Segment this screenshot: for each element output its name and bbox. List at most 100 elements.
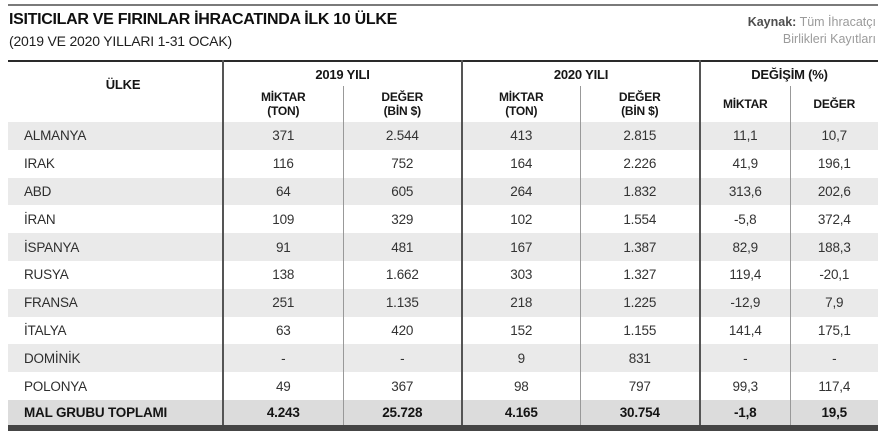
column-header-2019-miktar: MİKTAR (TON) — [222, 86, 343, 122]
source-label: Kaynak: — [747, 15, 797, 29]
cell-change-deger: 196,1 — [789, 149, 878, 178]
cell-change-miktar: -5,8 — [699, 205, 790, 234]
column-group-2020: 2020 YILI — [461, 61, 700, 86]
cell-change-deger: 19,5 — [789, 399, 878, 428]
table-row-total: MAL GRUBU TOPLAMI 4.243 25.728 4.165 30.… — [8, 399, 878, 428]
subheader-label: MİKTAR — [498, 90, 544, 104]
cell-change-miktar: -1,8 — [699, 399, 790, 428]
table-row-iran: İRAN 109 329 102 1.554 -5,8 372,4 — [8, 205, 878, 234]
cell-2020-deger: 1.387 — [579, 233, 700, 261]
group-header-row: ÜLKE 2019 YILI 2020 YILI DEĞİŞİM (%) — [8, 61, 878, 92]
column-header-2020-deger: DEĞER (BİN $) — [579, 86, 700, 122]
masthead: ISITICILAR VE FIRINLAR İHRACATINDA İLK 1… — [9, 11, 876, 49]
country-cell: ABD — [24, 183, 52, 199]
column-group-2019: 2019 YILI — [222, 61, 462, 86]
country-cell: İSPANYA — [24, 239, 80, 255]
cell-2019-deger: - — [342, 344, 462, 373]
table-row-dominik: DOMİNİK - - 9 831 - - — [8, 344, 878, 373]
cell-change-deger: 175,1 — [789, 316, 878, 345]
column-header-country: ÜLKE — [105, 77, 141, 92]
cell-2019-miktar: 116 — [222, 149, 343, 178]
cell-change-deger: 10,7 — [789, 122, 878, 150]
table-head: ÜLKE 2019 YILI 2020 YILI DEĞİŞİM (%) MİK… — [8, 61, 878, 122]
cell-change-deger: 7,9 — [789, 288, 878, 317]
cell-change-miktar: 41,9 — [699, 149, 790, 178]
table-row-abd: ABD 64 605 264 1.832 313,6 202,6 — [8, 177, 878, 206]
table-row-almanya: ALMANYA 371 2.544 413 2.815 11,1 10,7 — [8, 122, 878, 150]
sub-header-row: MİKTAR (TON) DEĞER (BİN $) MİKTAR (TON) … — [8, 86, 878, 122]
cell-2019-deger: 329 — [342, 205, 462, 234]
country-cell: RUSYA — [24, 267, 69, 283]
cell-2020-miktar: 218 — [461, 288, 580, 317]
cell-2019-miktar: 109 — [222, 205, 343, 234]
cell-2020-deger: 831 — [579, 344, 700, 373]
source-line-2: Birlikleri Kayıtları — [782, 32, 876, 46]
cell-2020-deger: 2.226 — [579, 149, 700, 178]
cell-2019-deger: 420 — [342, 316, 462, 345]
cell-change-miktar: -12,9 — [699, 288, 790, 317]
subheader-unit: (TON) — [267, 104, 300, 118]
page-subtitle: (2019 VE 2020 YILLARI 1-31 OCAK) — [9, 33, 232, 49]
cell-2019-deger: 481 — [342, 233, 462, 261]
cell-change-miktar: 119,4 — [699, 260, 790, 289]
cell-2019-deger: 2.544 — [342, 122, 462, 150]
column-header-2020-miktar: MİKTAR (TON) — [461, 86, 580, 122]
column-header-change-miktar: MİKTAR — [699, 86, 790, 122]
cell-2019-deger: 752 — [342, 149, 462, 178]
cell-2020-deger: 1.155 — [579, 316, 700, 345]
country-cell: POLONYA — [24, 378, 87, 394]
export-table: ÜLKE 2019 YILI 2020 YILI DEĞİŞİM (%) MİK… — [8, 60, 878, 431]
source-text-1: Tüm İhracatçı — [796, 15, 876, 29]
cell-2019-miktar: 4.243 — [222, 399, 343, 428]
country-cell: FRANSA — [24, 295, 78, 311]
table-body: ALMANYA 371 2.544 413 2.815 11,1 10,7 IR… — [8, 122, 878, 428]
cell-2019-miktar: 251 — [222, 288, 343, 317]
country-cell: ALMANYA — [24, 128, 87, 144]
cell-2019-deger: 367 — [342, 372, 462, 400]
cell-change-deger: 202,6 — [789, 177, 878, 206]
source-note: Kaynak: Tüm İhracatçı Birlikleri Kayıtla… — [748, 14, 876, 49]
column-group-change: DEĞİŞİM (%) — [699, 61, 878, 86]
cell-2020-miktar: 102 — [461, 205, 580, 234]
country-cell: IRAK — [24, 156, 55, 172]
cell-2020-miktar: 264 — [461, 177, 580, 206]
cell-2020-deger: 1.327 — [579, 260, 700, 289]
cell-2019-miktar: 91 — [222, 233, 343, 261]
cell-change-miktar: 99,3 — [699, 372, 790, 400]
table-row-polonya: POLONYA 49 367 98 797 99,3 117,4 — [8, 372, 878, 400]
cell-change-miktar: 11,1 — [699, 122, 790, 150]
cell-2020-miktar: 164 — [461, 149, 580, 178]
table-row-irak: IRAK 116 752 164 2.226 41,9 196,1 — [8, 149, 878, 178]
cell-change-miktar: - — [699, 344, 790, 373]
cell-2019-deger: 605 — [342, 177, 462, 206]
cell-change-miktar: 82,9 — [699, 233, 790, 261]
subheader-label: DEĞER — [381, 90, 424, 104]
subheader-unit: (BİN $) — [383, 104, 421, 118]
cell-change-deger: 188,3 — [789, 233, 878, 261]
cell-2020-miktar: 4.165 — [461, 399, 580, 428]
table-row-ispanya: İSPANYA 91 481 167 1.387 82,9 188,3 — [8, 233, 878, 261]
cell-2019-deger: 1.135 — [342, 288, 462, 317]
cell-2019-miktar: - — [222, 344, 343, 373]
source-line-1: Kaynak: Tüm İhracatçı — [748, 14, 876, 31]
column-header-change-deger: DEĞER — [789, 86, 878, 122]
cell-change-deger: 117,4 — [789, 372, 878, 400]
cell-2020-miktar: 98 — [461, 372, 580, 400]
cell-2019-deger: 1.662 — [342, 260, 462, 289]
subheader-label: MİKTAR — [260, 90, 306, 104]
page-title: ISITICILAR VE FIRINLAR İHRACATINDA İLK 1… — [9, 11, 397, 28]
country-cell: İTALYA — [24, 322, 67, 338]
cell-change-miktar: 141,4 — [699, 316, 790, 345]
cell-2020-miktar: 303 — [461, 260, 580, 289]
cell-2019-miktar: 371 — [222, 122, 343, 150]
subheader-label: DEĞER — [618, 90, 661, 104]
table-row-rusya: RUSYA 138 1.662 303 1.327 119,4 -20,1 — [8, 260, 878, 289]
cell-2020-miktar: 152 — [461, 316, 580, 345]
cell-2020-deger: 1.225 — [579, 288, 700, 317]
cell-2020-miktar: 9 — [461, 344, 580, 373]
cell-2020-miktar: 413 — [461, 122, 580, 150]
cell-2019-miktar: 49 — [222, 372, 343, 400]
country-cell: DOMİNİK — [24, 350, 81, 366]
title-block: ISITICILAR VE FIRINLAR İHRACATINDA İLK 1… — [9, 11, 397, 49]
